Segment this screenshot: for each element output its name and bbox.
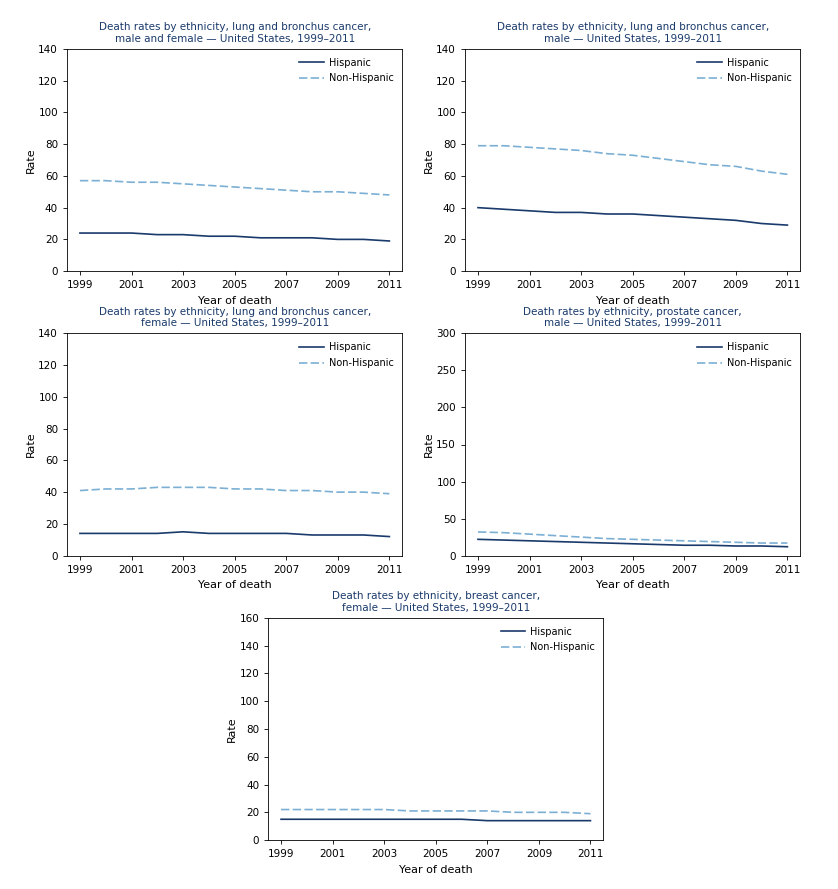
Y-axis label: Rate: Rate <box>423 148 433 172</box>
Legend: Hispanic, Non-Hispanic: Hispanic, Non-Hispanic <box>694 53 795 87</box>
Legend: Hispanic, Non-Hispanic: Hispanic, Non-Hispanic <box>694 338 795 372</box>
Y-axis label: Rate: Rate <box>25 432 35 457</box>
X-axis label: Year of death: Year of death <box>596 296 670 306</box>
Y-axis label: Rate: Rate <box>423 432 433 457</box>
Y-axis label: Rate: Rate <box>25 148 35 172</box>
Legend: Hispanic, Non-Hispanic: Hispanic, Non-Hispanic <box>296 53 397 87</box>
Legend: Hispanic, Non-Hispanic: Hispanic, Non-Hispanic <box>497 622 598 656</box>
Title: Death rates by ethnicity, lung and bronchus cancer,
male and female — United Sta: Death rates by ethnicity, lung and bronc… <box>99 22 370 44</box>
Title: Death rates by ethnicity, breast cancer,
female — United States, 1999–2011: Death rates by ethnicity, breast cancer,… <box>332 591 540 613</box>
X-axis label: Year of death: Year of death <box>198 581 272 590</box>
Title: Death rates by ethnicity, lung and bronchus cancer,
male — United States, 1999–2: Death rates by ethnicity, lung and bronc… <box>497 22 768 44</box>
Legend: Hispanic, Non-Hispanic: Hispanic, Non-Hispanic <box>296 338 397 372</box>
Title: Death rates by ethnicity, prostate cancer,
male — United States, 1999–2011: Death rates by ethnicity, prostate cance… <box>524 307 742 328</box>
X-axis label: Year of death: Year of death <box>198 296 272 306</box>
Y-axis label: Rate: Rate <box>226 717 236 741</box>
X-axis label: Year of death: Year of death <box>399 865 473 875</box>
Title: Death rates by ethnicity, lung and bronchus cancer,
female — United States, 1999: Death rates by ethnicity, lung and bronc… <box>99 307 370 328</box>
X-axis label: Year of death: Year of death <box>596 581 670 590</box>
